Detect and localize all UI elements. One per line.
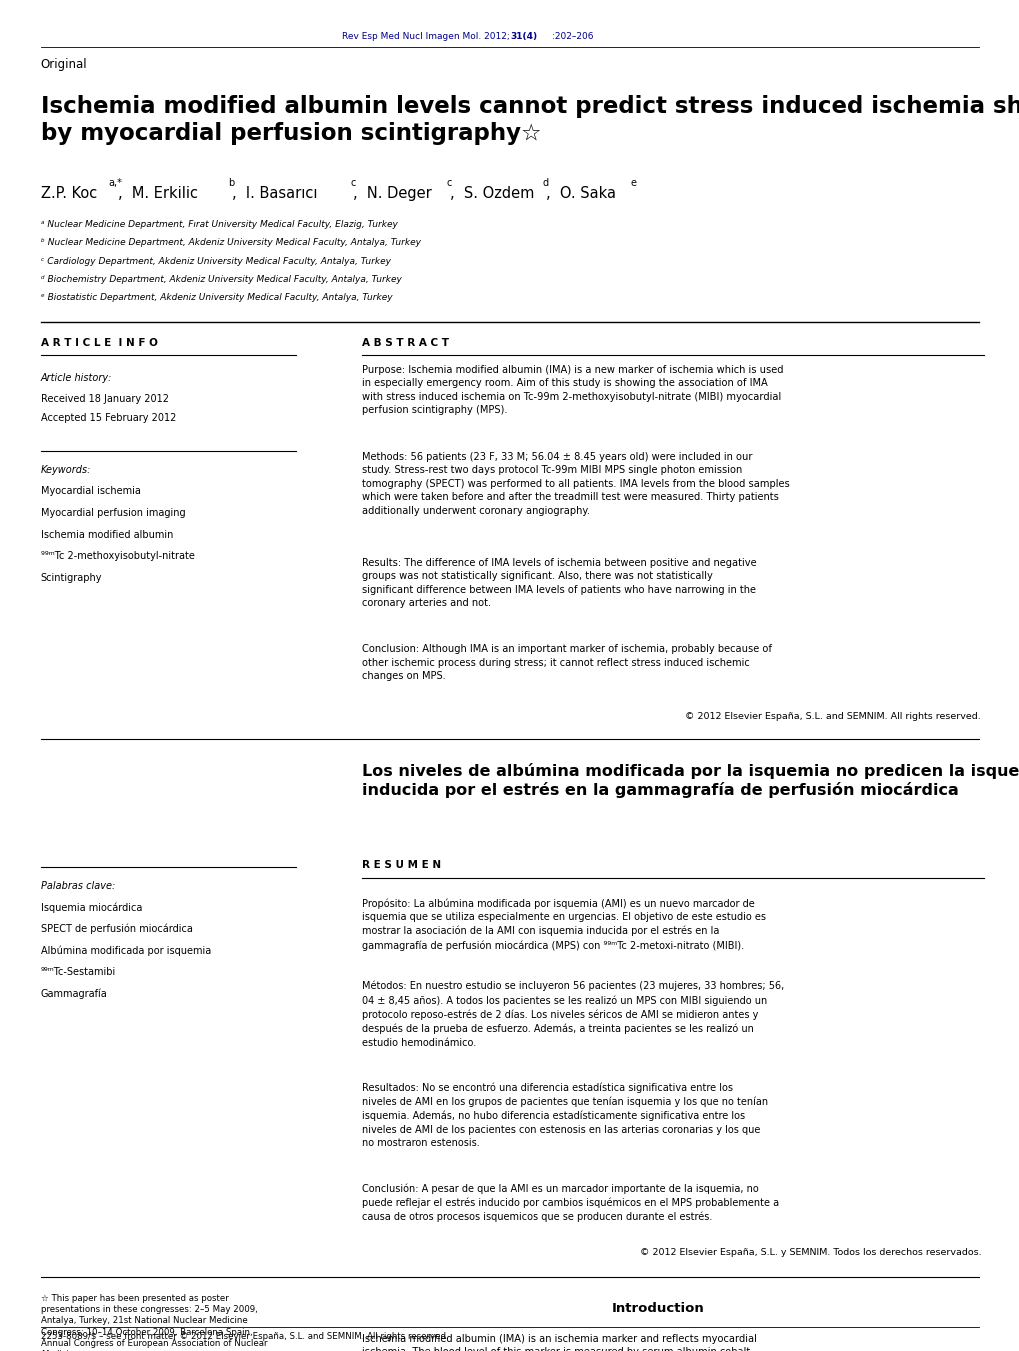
Text: :202–206: :202–206: [551, 32, 593, 42]
Text: ☆ This paper has been presented as poster
presentations in these congresses: 2–5: ☆ This paper has been presented as poste…: [41, 1294, 267, 1351]
Text: Introduction: Introduction: [611, 1301, 703, 1315]
Text: ᵇ Nuclear Medicine Department, Akdeniz University Medical Faculty, Antalya, Turk: ᵇ Nuclear Medicine Department, Akdeniz U…: [41, 238, 421, 247]
Text: © 2012 Elsevier España, S.L. and SEMNIM. All rights reserved.: © 2012 Elsevier España, S.L. and SEMNIM.…: [685, 712, 980, 720]
Text: ᶜ Cardiology Department, Akdeniz University Medical Faculty, Antalya, Turkey: ᶜ Cardiology Department, Akdeniz Univers…: [41, 257, 390, 266]
Text: Ischemia modified albumin levels cannot predict stress induced ischemia shown
by: Ischemia modified albumin levels cannot …: [41, 95, 1019, 145]
Text: Results: The difference of IMA levels of ischemia between positive and negative
: Results: The difference of IMA levels of…: [362, 558, 756, 608]
Text: Métodos: En nuestro estudio se incluyeron 56 pacientes (23 mujeres, 33 hombres; : Métodos: En nuestro estudio se incluyero…: [362, 981, 784, 1047]
Text: Article history:: Article history:: [41, 373, 112, 382]
Text: Palabras clave:: Palabras clave:: [41, 881, 115, 890]
Text: Original: Original: [41, 58, 88, 72]
Text: ,  M. Erkilic: , M. Erkilic: [118, 186, 198, 201]
Text: Isquemia miocárdica: Isquemia miocárdica: [41, 902, 142, 913]
Text: Myocardial ischemia: Myocardial ischemia: [41, 486, 141, 496]
Text: A R T I C L E  I N F O: A R T I C L E I N F O: [41, 338, 158, 347]
Text: ᵈ Biochemistry Department, Akdeniz University Medical Faculty, Antalya, Turkey: ᵈ Biochemistry Department, Akdeniz Unive…: [41, 276, 401, 284]
Text: Ischemia modified albumin: Ischemia modified albumin: [41, 530, 173, 539]
Text: ᵃ Nuclear Medicine Department, Fırat University Medical Faculty, Elazig, Turkey: ᵃ Nuclear Medicine Department, Fırat Uni…: [41, 220, 397, 230]
Text: R E S U M E N: R E S U M E N: [362, 861, 441, 870]
Text: c: c: [446, 178, 451, 188]
Text: ,  S. Ozdem: , S. Ozdem: [449, 186, 534, 201]
Text: Methods: 56 patients (23 F, 33 M; 56.04 ± 8.45 years old) were included in our
s: Methods: 56 patients (23 F, 33 M; 56.04 …: [362, 451, 789, 516]
Text: d: d: [542, 178, 548, 188]
Text: Z.P. Koc: Z.P. Koc: [41, 186, 97, 201]
Text: ᵉ Biostatistic Department, Akdeniz University Medical Faculty, Antalya, Turkey: ᵉ Biostatistic Department, Akdeniz Unive…: [41, 293, 392, 303]
Text: Keywords:: Keywords:: [41, 465, 91, 474]
Text: Myocardial perfusion imaging: Myocardial perfusion imaging: [41, 508, 185, 517]
Text: e: e: [630, 178, 636, 188]
Text: Gammagrafía: Gammagrafía: [41, 989, 107, 1000]
Text: A B S T R A C T: A B S T R A C T: [362, 338, 448, 347]
Text: ,  N. Deger: , N. Deger: [354, 186, 432, 201]
Text: 31(4): 31(4): [510, 32, 537, 42]
Text: © 2012 Elsevier España, S.L. y SEMNIM. Todos los derechos reservados.: © 2012 Elsevier España, S.L. y SEMNIM. T…: [639, 1247, 980, 1256]
Text: ⁹⁹ᵐTc-Sestamibi: ⁹⁹ᵐTc-Sestamibi: [41, 967, 116, 977]
Text: Los niveles de albúmina modificada por la isquemia no predicen la isquemia
induc: Los niveles de albúmina modificada por l…: [362, 763, 1019, 798]
Text: ⁹⁹ᵐTc 2-methoxyisobutyl-nitrate: ⁹⁹ᵐTc 2-methoxyisobutyl-nitrate: [41, 551, 195, 561]
Text: SPECT de perfusión miocárdica: SPECT de perfusión miocárdica: [41, 924, 193, 935]
Text: Conclusion: Although IMA is an important marker of ischemia, probably because of: Conclusion: Although IMA is an important…: [362, 644, 771, 681]
Text: ,  I. Basarıcı: , I. Basarıcı: [231, 186, 317, 201]
Text: Purpose: Ischemia modified albumin (IMA) is a new marker of ischemia which is us: Purpose: Ischemia modified albumin (IMA)…: [362, 365, 783, 415]
Text: Rev Esp Med Nucl Imagen Mol. 2012;: Rev Esp Med Nucl Imagen Mol. 2012;: [342, 32, 510, 42]
Text: Resultados: No se encontró una diferencia estadística significativa entre los
ni: Resultados: No se encontró una diferenci…: [362, 1082, 767, 1148]
Text: Albúmina modificada por isquemia: Albúmina modificada por isquemia: [41, 946, 211, 957]
Text: Propósito: La albúmina modificada por isquemia (AMI) es un nuevo marcador de
isq: Propósito: La albúmina modificada por is…: [362, 898, 765, 951]
Text: c: c: [350, 178, 356, 188]
Text: Scintigraphy: Scintigraphy: [41, 573, 102, 582]
Text: Ischemia modified albumin (IMA) is an ischemia marker and reflects myocardial
is: Ischemia modified albumin (IMA) is an is…: [362, 1333, 765, 1351]
Text: Received 18 January 2012: Received 18 January 2012: [41, 394, 168, 404]
Text: Conclusión: A pesar de que la AMI es un marcador importante de la isquemia, no
p: Conclusión: A pesar de que la AMI es un …: [362, 1183, 779, 1223]
Text: 2253-8089/$ – see front matter © 2012 Elsevier España, S.L. and SEMNIM. All righ: 2253-8089/$ – see front matter © 2012 El…: [41, 1332, 448, 1342]
Text: ,  O. Saka: , O. Saka: [546, 186, 615, 201]
Text: Accepted 15 February 2012: Accepted 15 February 2012: [41, 413, 176, 423]
Text: a,*: a,*: [108, 178, 122, 188]
Text: b: b: [228, 178, 234, 188]
